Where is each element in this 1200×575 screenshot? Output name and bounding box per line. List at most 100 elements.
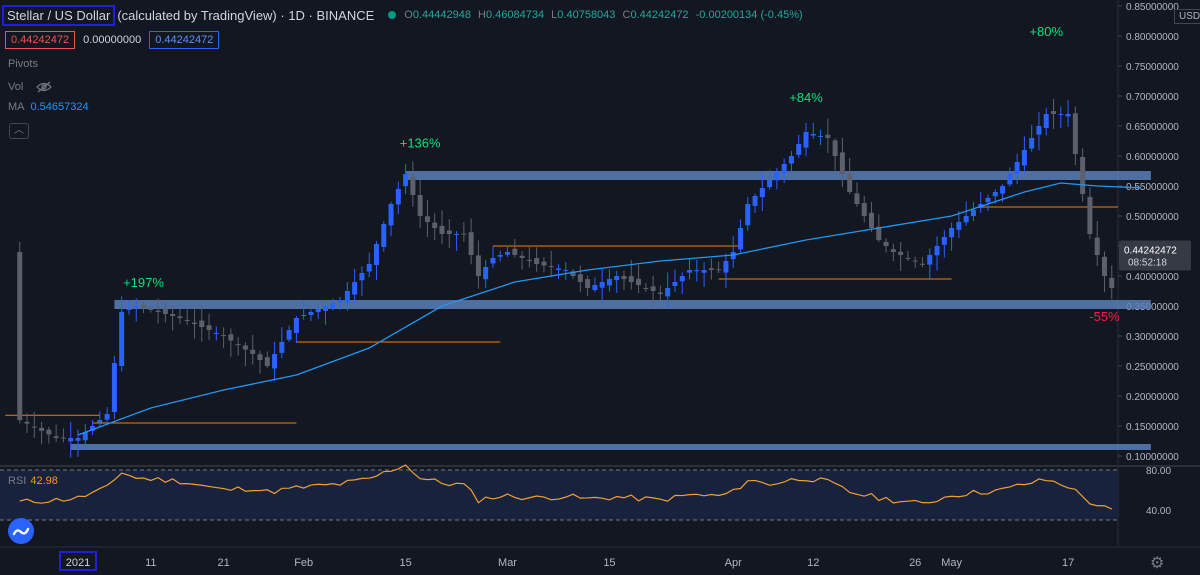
pivots-indicator[interactable]: Pivots [8, 58, 38, 70]
candle-body [199, 320, 205, 327]
candle-body [861, 203, 867, 216]
sell-price-box[interactable]: 0.44242472 [5, 31, 76, 49]
ohlc-open-key: O [404, 9, 413, 21]
buy-price-box[interactable]: 0.44242472 [149, 31, 220, 49]
y-tick-label: 0.50000000 [1126, 212, 1179, 223]
candle-body [657, 292, 663, 294]
candle-body [242, 345, 248, 350]
candle-body [191, 322, 197, 324]
candle-body [934, 246, 940, 256]
candle-body [905, 257, 911, 259]
candle-body [184, 319, 190, 321]
y-tick-label: 0.60000000 [1126, 152, 1179, 163]
ma-indicator[interactable]: MA 0.54657324 [8, 101, 89, 113]
candle-body [512, 248, 518, 255]
x-tick-highlight [59, 551, 97, 571]
candle-body [956, 222, 962, 230]
chart-header: Stellar / US Dollar (calculated by Tradi… [2, 4, 807, 26]
candle-body [119, 312, 125, 367]
y-tick-label: 0.15000000 [1126, 422, 1179, 433]
candle-body [781, 164, 787, 174]
percent-annotation: -55% [1089, 309, 1120, 324]
candle-body [424, 216, 430, 222]
gear-icon[interactable]: ⚙ [1150, 555, 1165, 572]
candle-body [104, 414, 110, 420]
rsi-tick-label: 80.00 [1146, 466, 1171, 477]
candle-body [417, 195, 423, 216]
candle-body [235, 344, 241, 346]
x-tick-label: 21 [217, 557, 229, 569]
y-tick-label: 0.35000000 [1126, 302, 1179, 313]
candle-body [148, 308, 154, 310]
rsi-tick-label: 40.00 [1146, 506, 1171, 517]
candle-body [832, 140, 838, 156]
ohlc-close: 0.44242472 [630, 9, 689, 21]
x-tick-label: 17 [1062, 557, 1074, 569]
percent-annotation: +80% [1029, 24, 1063, 39]
currency-label[interactable]: USD [1174, 9, 1200, 24]
candle-body [599, 282, 605, 288]
x-tick-label: 15 [603, 557, 615, 569]
candle-body [839, 152, 845, 174]
candle-body [1000, 186, 1006, 194]
symbol-title[interactable]: Stellar / US Dollar [2, 4, 116, 26]
ohlc-high-key: H [478, 9, 486, 21]
ohlc-low-key: L [551, 9, 558, 21]
candle-body [279, 342, 285, 353]
x-tick-label: 26 [909, 557, 921, 569]
candle-body [1058, 114, 1064, 115]
candle-body [941, 237, 947, 245]
y-tick-label: 0.70000000 [1126, 92, 1179, 103]
candle-body [1065, 114, 1071, 117]
candle-body [475, 255, 481, 276]
candle-body [352, 282, 358, 295]
candle-body [344, 291, 350, 303]
trade-boxes: 0.44242472 0.00000000 0.44242472 [5, 31, 220, 49]
market-status-icon [388, 11, 397, 19]
candle-body [577, 274, 583, 282]
x-tick-label: 15 [399, 557, 411, 569]
x-tick-label: Apr [725, 557, 742, 569]
candle-body [141, 304, 147, 308]
candle-body [439, 225, 445, 234]
candle-body [672, 282, 678, 286]
vol-label: Vol [8, 81, 24, 93]
candle-body [876, 226, 882, 240]
candle-body [17, 252, 23, 420]
candle-body [315, 309, 321, 313]
candle-body [759, 188, 765, 198]
candle-body [170, 314, 176, 316]
ma-label: MA [8, 101, 25, 113]
ma-line [77, 182, 1141, 436]
candle-body [206, 325, 212, 330]
candle-body [39, 427, 45, 431]
candle-body [446, 230, 452, 234]
candle-body [883, 241, 889, 246]
candle-body [228, 334, 234, 341]
candle-body [90, 426, 96, 431]
price-badge-countdown: 08:52:18 [1128, 258, 1167, 269]
volume-indicator[interactable]: Vol [8, 81, 53, 93]
candle-body [155, 310, 161, 312]
candle-body [788, 156, 794, 164]
candle-body [60, 437, 66, 439]
candle-body [323, 306, 329, 311]
hidden-eye-icon[interactable] [36, 81, 53, 93]
chevron-up-icon[interactable]: ︿ [9, 123, 29, 139]
candle-body [963, 216, 969, 223]
candle-body [133, 306, 139, 309]
candle-body [694, 270, 700, 272]
candle-body [803, 132, 809, 148]
candle-body [1051, 111, 1057, 114]
candle-body [1072, 113, 1078, 154]
candle-body [366, 264, 372, 272]
rsi-legend[interactable]: RSI 42.98 [8, 475, 58, 487]
percent-annotation: +84% [789, 90, 823, 105]
rsi-label: RSI [8, 475, 27, 487]
candle-body [818, 136, 824, 137]
tradingview-logo-icon[interactable] [8, 518, 34, 544]
y-tick-label: 0.85000000 [1126, 2, 1179, 13]
y-tick-label: 0.30000000 [1126, 332, 1179, 343]
ohlc-close-key: C [622, 9, 631, 21]
